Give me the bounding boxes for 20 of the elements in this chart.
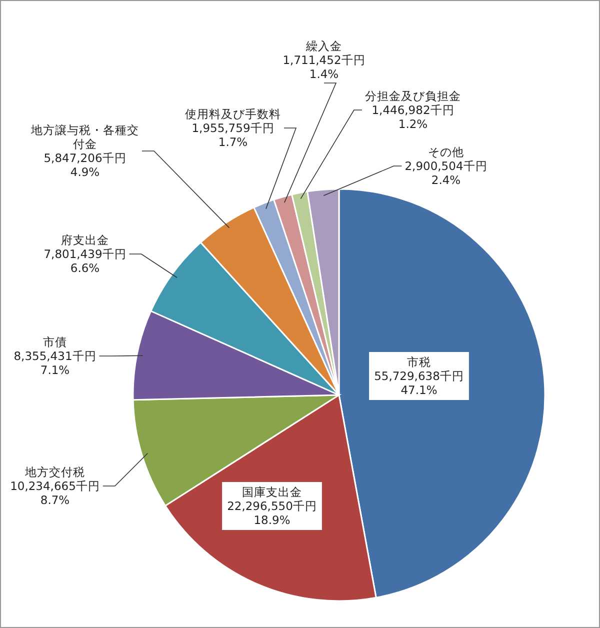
slice-label: 市債: [43, 335, 67, 349]
slice-label: 地方交付税: [24, 465, 85, 479]
slice-label: 使用料及び手数料: [185, 107, 281, 121]
slice-label: 地方譲与税・各種交付金: [30, 123, 139, 151]
data-label: 10,234,665千円 8.7%: [10, 479, 100, 507]
data-label: 5,847,206千円 4.9%: [44, 151, 126, 179]
data-label: 1,955,759千円 1.7%: [192, 121, 274, 149]
slice-label: その他: [428, 145, 464, 159]
data-label: 1,446,982千円 1.2%: [372, 103, 454, 131]
data-label: 1,711,452千円 1.4%: [282, 53, 366, 81]
slice-label: 国庫支出金: [242, 485, 302, 499]
data-label: 2,900,504千円 2.4%: [404, 159, 488, 187]
slice-label: 繰入金: [305, 39, 342, 53]
slice-label: 市税: [407, 355, 431, 369]
data-label: 8,355,431千円 7.1%: [14, 349, 96, 377]
data-label: 55,729,638千円 47.1%: [374, 369, 464, 397]
slice-label: 分担金及び負担金: [365, 89, 461, 103]
data-label: 22,296,550千円 18.9%: [227, 499, 317, 527]
data-label: 7,801,439千円 6.6%: [44, 247, 126, 275]
slice-label: 府支出金: [61, 233, 109, 247]
